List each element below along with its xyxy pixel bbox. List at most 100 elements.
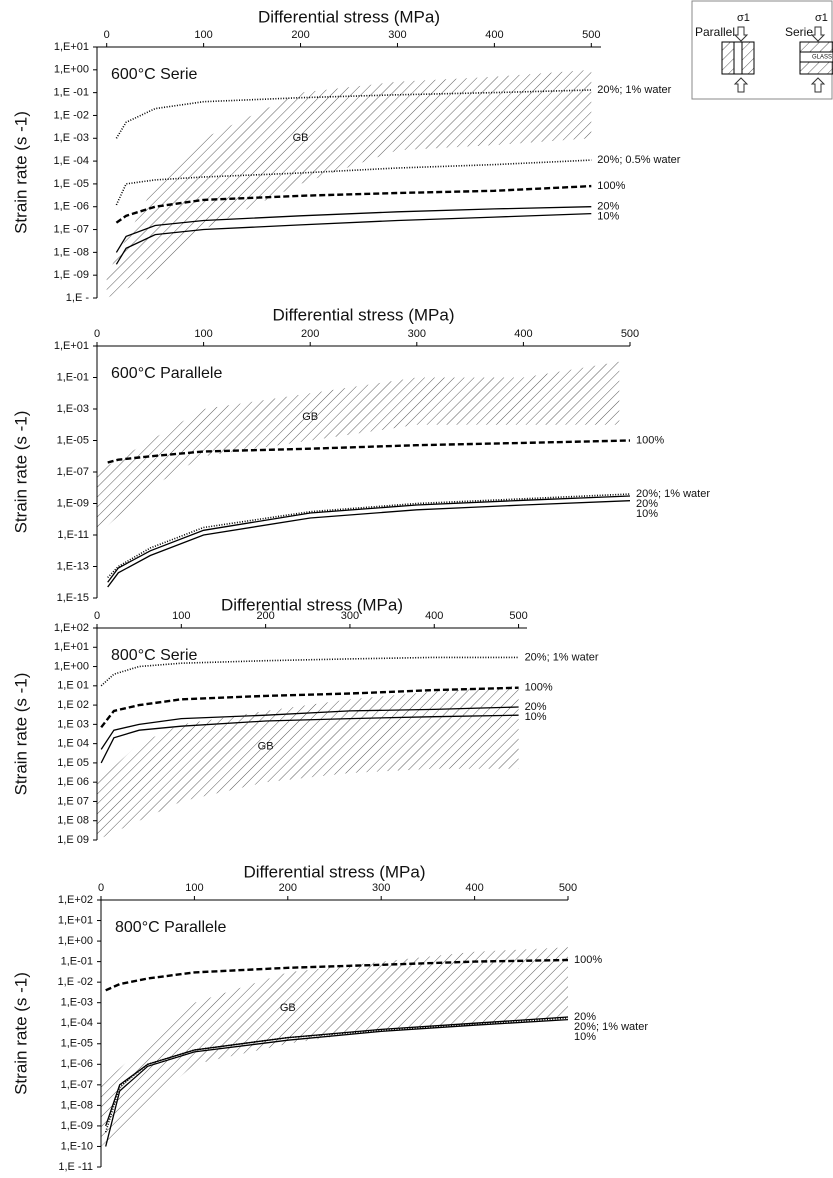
x-tick-label: 400 bbox=[465, 882, 483, 894]
series-label: 10% bbox=[636, 508, 658, 520]
y-tick-label: 1,E-11 bbox=[57, 529, 89, 541]
y-tick-label: 1,E-09 bbox=[57, 497, 89, 509]
series-label: 10% bbox=[525, 711, 547, 723]
x-tick-label: 500 bbox=[559, 882, 577, 894]
y-tick-label: 1,E 01 bbox=[57, 680, 89, 692]
series-line bbox=[115, 212, 592, 265]
y-tick-label: 1,E+01 bbox=[54, 41, 89, 53]
arrow-down bbox=[810, 26, 826, 42]
y-tick-label: 1,E+02 bbox=[54, 622, 89, 634]
x-tick-label: 300 bbox=[388, 29, 406, 41]
series-label: 20%; 1% water bbox=[636, 488, 710, 500]
panel-title: 800°C Serie bbox=[111, 647, 198, 664]
band-label: GB bbox=[280, 1002, 296, 1014]
y-axis-title: Strain rate (s -1) bbox=[11, 411, 30, 534]
y-tick-label: 1,E-05 bbox=[61, 1038, 93, 1050]
y-tick-label: 1,E - bbox=[66, 292, 90, 304]
y-tick-label: 1,E 09 bbox=[57, 834, 89, 846]
series-label: 100% bbox=[574, 954, 602, 966]
y-tick-label: 1,E+00 bbox=[54, 64, 89, 76]
y-tick-label: 1,E-15 bbox=[57, 592, 89, 604]
y-tick-label: 1,E-13 bbox=[57, 560, 89, 572]
y-tick-label: 1,E 06 bbox=[57, 776, 89, 788]
x-axis-title: Differential stress (MPa) bbox=[272, 305, 454, 324]
panel: GB Differential stress (MPa) Strain rate (… bbox=[11, 595, 598, 845]
y-tick-label: 1,E+01 bbox=[58, 914, 93, 926]
series-label: 100% bbox=[636, 434, 664, 446]
y-tick-label: 1,E-01 bbox=[57, 371, 89, 383]
y-tick-label: 1,E+00 bbox=[58, 935, 93, 947]
y-tick-label: 1,E 04 bbox=[57, 738, 89, 750]
series-line bbox=[104, 1017, 569, 1133]
panel: GB Differential stress (MPa) Strain rate (… bbox=[11, 7, 680, 303]
y-tick-label: 1,E-01 bbox=[61, 956, 93, 968]
series-line bbox=[115, 184, 592, 224]
x-tick-label: 0 bbox=[94, 610, 100, 622]
y-tick-label: 1,E -03 bbox=[54, 132, 89, 144]
y-tick-label: 1,E 05 bbox=[57, 757, 89, 769]
y-tick-label: 1,E-03 bbox=[61, 997, 93, 1009]
inset-diagram: Parallel Serie σ1 σ1 GLASS bbox=[691, 0, 833, 100]
y-tick-label: 1,E-09 bbox=[61, 1120, 93, 1132]
y-tick-label: 1,E-07 bbox=[57, 466, 89, 478]
y-axis-title: Strain rate (s -1) bbox=[11, 972, 30, 1095]
series-line bbox=[105, 1016, 569, 1127]
y-tick-label: 1,E 02 bbox=[57, 699, 89, 711]
series-label: 20% bbox=[636, 498, 658, 510]
inset-glass bbox=[733, 41, 743, 75]
inset-label: Parallel bbox=[695, 25, 735, 39]
series-label: 20%; 0.5% water bbox=[597, 154, 680, 166]
y-tick-label: 1,E-06 bbox=[61, 1058, 93, 1070]
x-tick-label: 200 bbox=[256, 610, 274, 622]
y-tick-label: 1,E -07 bbox=[54, 223, 89, 235]
y-tick-label: 1,E-08 bbox=[61, 1099, 93, 1111]
y-tick-label: 1,E -02 bbox=[54, 109, 89, 121]
y-tick-label: 1,E-03 bbox=[57, 403, 89, 415]
series-line bbox=[100, 714, 519, 764]
inset-label: Serie bbox=[785, 25, 813, 39]
x-tick-label: 100 bbox=[172, 610, 190, 622]
x-tick-label: 100 bbox=[194, 328, 212, 340]
y-tick-label: 1,E -08 bbox=[54, 246, 89, 258]
series-label: 100% bbox=[525, 682, 553, 694]
inset-layer bbox=[799, 61, 833, 75]
y-tick-label: 1,E -05 bbox=[54, 178, 89, 190]
band-area bbox=[101, 947, 568, 1147]
series-line bbox=[105, 958, 569, 992]
series-label: 20%; 1% water bbox=[597, 84, 671, 96]
inset-layer bbox=[799, 41, 833, 53]
y-tick-label: 1,E+00 bbox=[54, 660, 89, 672]
band-label: GB bbox=[293, 132, 309, 144]
panel-title: 600°C Serie bbox=[111, 66, 198, 83]
y-tick-label: 1,E+02 bbox=[58, 894, 93, 906]
series-line bbox=[100, 656, 519, 687]
y-tick-label: 1,E -02 bbox=[58, 976, 93, 988]
series-line bbox=[115, 89, 592, 139]
series-line bbox=[107, 439, 631, 464]
y-tick-label: 1,E-05 bbox=[57, 434, 89, 446]
y-tick-label: 1,E-10 bbox=[61, 1140, 93, 1152]
series-label: 10% bbox=[574, 1031, 596, 1043]
x-axis-title: Differential stress (MPa) bbox=[243, 862, 425, 881]
y-tick-label: 1,E-07 bbox=[61, 1079, 93, 1091]
x-tick-label: 0 bbox=[104, 29, 110, 41]
x-tick-label: 200 bbox=[291, 29, 309, 41]
y-tick-label: 1,E -09 bbox=[54, 269, 89, 281]
y-tick-label: 1,E+01 bbox=[54, 641, 89, 653]
x-tick-label: 100 bbox=[185, 882, 203, 894]
x-tick-label: 500 bbox=[582, 29, 600, 41]
x-tick-label: 400 bbox=[485, 29, 503, 41]
series-line bbox=[100, 706, 519, 750]
inset-glass-label: GLASS bbox=[812, 55, 832, 61]
series-label: 20%; 1% water bbox=[525, 651, 599, 663]
y-tick-label: 1,E+01 bbox=[54, 340, 89, 352]
series-label: 20% bbox=[525, 701, 547, 713]
y-tick-label: 1,E-04 bbox=[61, 1017, 93, 1029]
band-label: GB bbox=[258, 740, 274, 752]
x-tick-label: 100 bbox=[194, 29, 212, 41]
x-tick-label: 400 bbox=[425, 610, 443, 622]
x-tick-label: 500 bbox=[621, 328, 639, 340]
arrow-down bbox=[733, 26, 749, 42]
x-axis-title: Differential stress (MPa) bbox=[258, 7, 440, 26]
arrow-up bbox=[810, 77, 826, 93]
